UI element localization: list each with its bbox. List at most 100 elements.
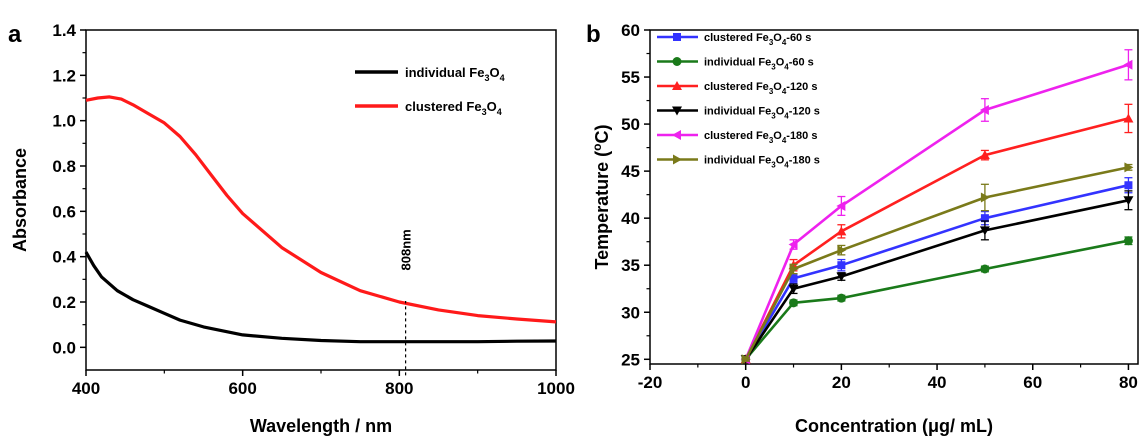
panel-b-legend-label-sub1: 3	[769, 136, 774, 145]
panel-b-point	[1123, 113, 1134, 123]
panel-b-ytick-label: 60	[621, 21, 640, 40]
panel-b-xtick-label: -20	[638, 373, 663, 392]
panel-a-legend-label-sub2: 4	[500, 73, 505, 83]
panel-b-point	[979, 150, 990, 160]
panel-a-legend-label-base: individual Fe	[405, 65, 484, 80]
panel-b-legend-label-end: -120 s	[786, 81, 817, 93]
panel-a-xtick-label: 400	[72, 379, 100, 398]
panel-b-xlabel: Concentration (μg/ mL)	[795, 416, 993, 436]
panel-b-point	[788, 284, 799, 294]
panel-b-legend-label: clustered Fe3O4-120 s	[704, 81, 817, 96]
panel-b-legend-label-end: -180 s	[786, 130, 817, 142]
panel-a-label: a	[8, 21, 22, 48]
panel-b-point	[789, 298, 799, 308]
panel-b-point	[1124, 181, 1133, 190]
panel-a-ytick-label: 0.2	[52, 293, 76, 312]
panel-b-point	[789, 274, 798, 283]
panel-b-legend-label-sub2: 4	[784, 161, 789, 170]
panel-b-legend-label: individual Fe3O4-120 s	[704, 106, 820, 121]
panel-b-point	[788, 239, 798, 250]
panel-b-xtick-label: 60	[1023, 373, 1042, 392]
panel-b-legend-label-base: individual Fe	[704, 155, 771, 167]
panel-a-ytick-label: 0.0	[52, 338, 76, 357]
panel-b-point	[836, 200, 846, 211]
panel-b-legend-label-sub1: 3	[771, 63, 776, 72]
panel-a-legend-label-sub2: 4	[497, 107, 502, 117]
panel-a-legend-label: individual Fe3O4	[405, 65, 505, 83]
panel-b-legend-label: individual Fe3O4-60 s	[704, 57, 814, 72]
panel-b-legend-label: clustered Fe3O4-180 s	[704, 130, 817, 145]
panel-b-legend-label-sub2: 4	[782, 87, 787, 96]
panel-b-ytick-label: 35	[621, 256, 640, 275]
panel-a-ytick-label: 1.2	[52, 66, 76, 85]
panel-b-legend-marker	[672, 57, 682, 66]
panel-b-ylabel-main: Temperature (	[592, 151, 612, 270]
panel-b-legend-label-sub2: 4	[782, 38, 787, 47]
panel-b-xtick-label: 0	[741, 373, 750, 392]
panel-b-legend-label-end: -60 s	[789, 57, 814, 69]
panel-b-point	[1124, 162, 1134, 173]
panel-a-xlabel: Wavelength / nm	[250, 416, 392, 436]
panel-b-point	[836, 272, 847, 282]
panel-b-point	[1123, 59, 1133, 70]
panel-b-point	[1123, 236, 1133, 246]
panel-b-legend-marker	[672, 81, 682, 90]
panel-b-legend-label-mid: O	[776, 106, 785, 118]
panel-a-xtick-label: 600	[228, 379, 256, 398]
panel-b-legend-label-mid: O	[773, 130, 782, 142]
panel-b-point	[837, 261, 846, 270]
panel-b-legend-label-sub2: 4	[782, 136, 787, 145]
panel-b-point	[836, 226, 847, 236]
panel-b-legend-label-sub1: 3	[771, 112, 776, 121]
panel-b-legend-label-base: clustered Fe	[704, 81, 769, 93]
panel-a-ytick-label: 0.8	[52, 157, 76, 176]
panel-a-series-line	[85, 95, 557, 324]
panel-b-ytick-label: 45	[621, 162, 640, 181]
panel-b-legend-label-base: clustered Fe	[704, 130, 769, 142]
panel-a-ytick-label: 0.6	[52, 202, 76, 221]
panel-a-series-line	[84, 251, 557, 344]
panel-b-legend-marker	[673, 154, 682, 165]
panel-b-legend-marker	[673, 33, 681, 41]
panel-b-point	[836, 293, 846, 303]
panel-b-point	[980, 192, 990, 203]
panel-b-ylabel: Temperature (oC)	[590, 124, 612, 269]
panel-b-point	[979, 226, 990, 236]
panel-b-legend-label-sub1: 3	[769, 38, 774, 47]
panel-b-legend-label-sub1: 3	[771, 161, 776, 170]
panel-b-legend-marker	[672, 106, 682, 116]
panel-b-ylabel-sup: o	[590, 143, 604, 150]
panel-a-legend-label-sub1: 3	[482, 107, 487, 117]
panel-b-xtick-label: 80	[1119, 373, 1138, 392]
panel-b-point	[980, 214, 989, 223]
panel-b-frame	[649, 29, 1139, 365]
panel-b-legend-label-base: clustered Fe	[704, 32, 769, 44]
panel-b-legend-label: clustered Fe3O4-60 s	[704, 32, 811, 47]
panel-b-ytick-label: 55	[621, 68, 640, 87]
panel-b-point	[789, 263, 799, 274]
panel-b-legend-label-mid: O	[773, 81, 782, 93]
panel-b-legend-label-base: individual Fe	[704, 106, 771, 118]
panel-a-legend-label: clustered Fe3O4	[405, 99, 502, 117]
panel-b-legend-label-end: -60 s	[786, 32, 811, 44]
panel-a-ylabel: Absorbance	[10, 148, 30, 252]
panel-b-legend-label-sub2: 4	[784, 112, 789, 121]
panel-b-legend-label-end: -120 s	[789, 106, 820, 118]
panel-b-ytick-label: 40	[621, 209, 640, 228]
panel-b-ytick-label: 30	[621, 303, 640, 322]
panel-b-legend-label-mid: O	[776, 155, 785, 167]
panel-a-legend-label-base: clustered Fe	[405, 99, 482, 114]
panel-b-legend-label-sub1: 3	[769, 87, 774, 96]
panel-a-808-label: 808nm	[399, 229, 414, 270]
panel-b-legend-label-end: -180 s	[789, 155, 820, 167]
panel-b-legend-label-mid: O	[776, 57, 785, 69]
panel-b-ylabel-end: C)	[592, 124, 612, 143]
panel-a-ytick-label: 0.4	[52, 248, 76, 267]
panel-b-legend-label-base: individual Fe	[704, 57, 771, 69]
panel-b-legend-label: individual Fe3O4-180 s	[704, 155, 820, 170]
panel-b-ytick-label: 25	[621, 350, 640, 369]
panel-a-ytick-label: 1.0	[52, 112, 76, 131]
panel-b-ytick-label: 50	[621, 115, 640, 134]
panel-a-legend-label-mid: O	[487, 99, 497, 114]
